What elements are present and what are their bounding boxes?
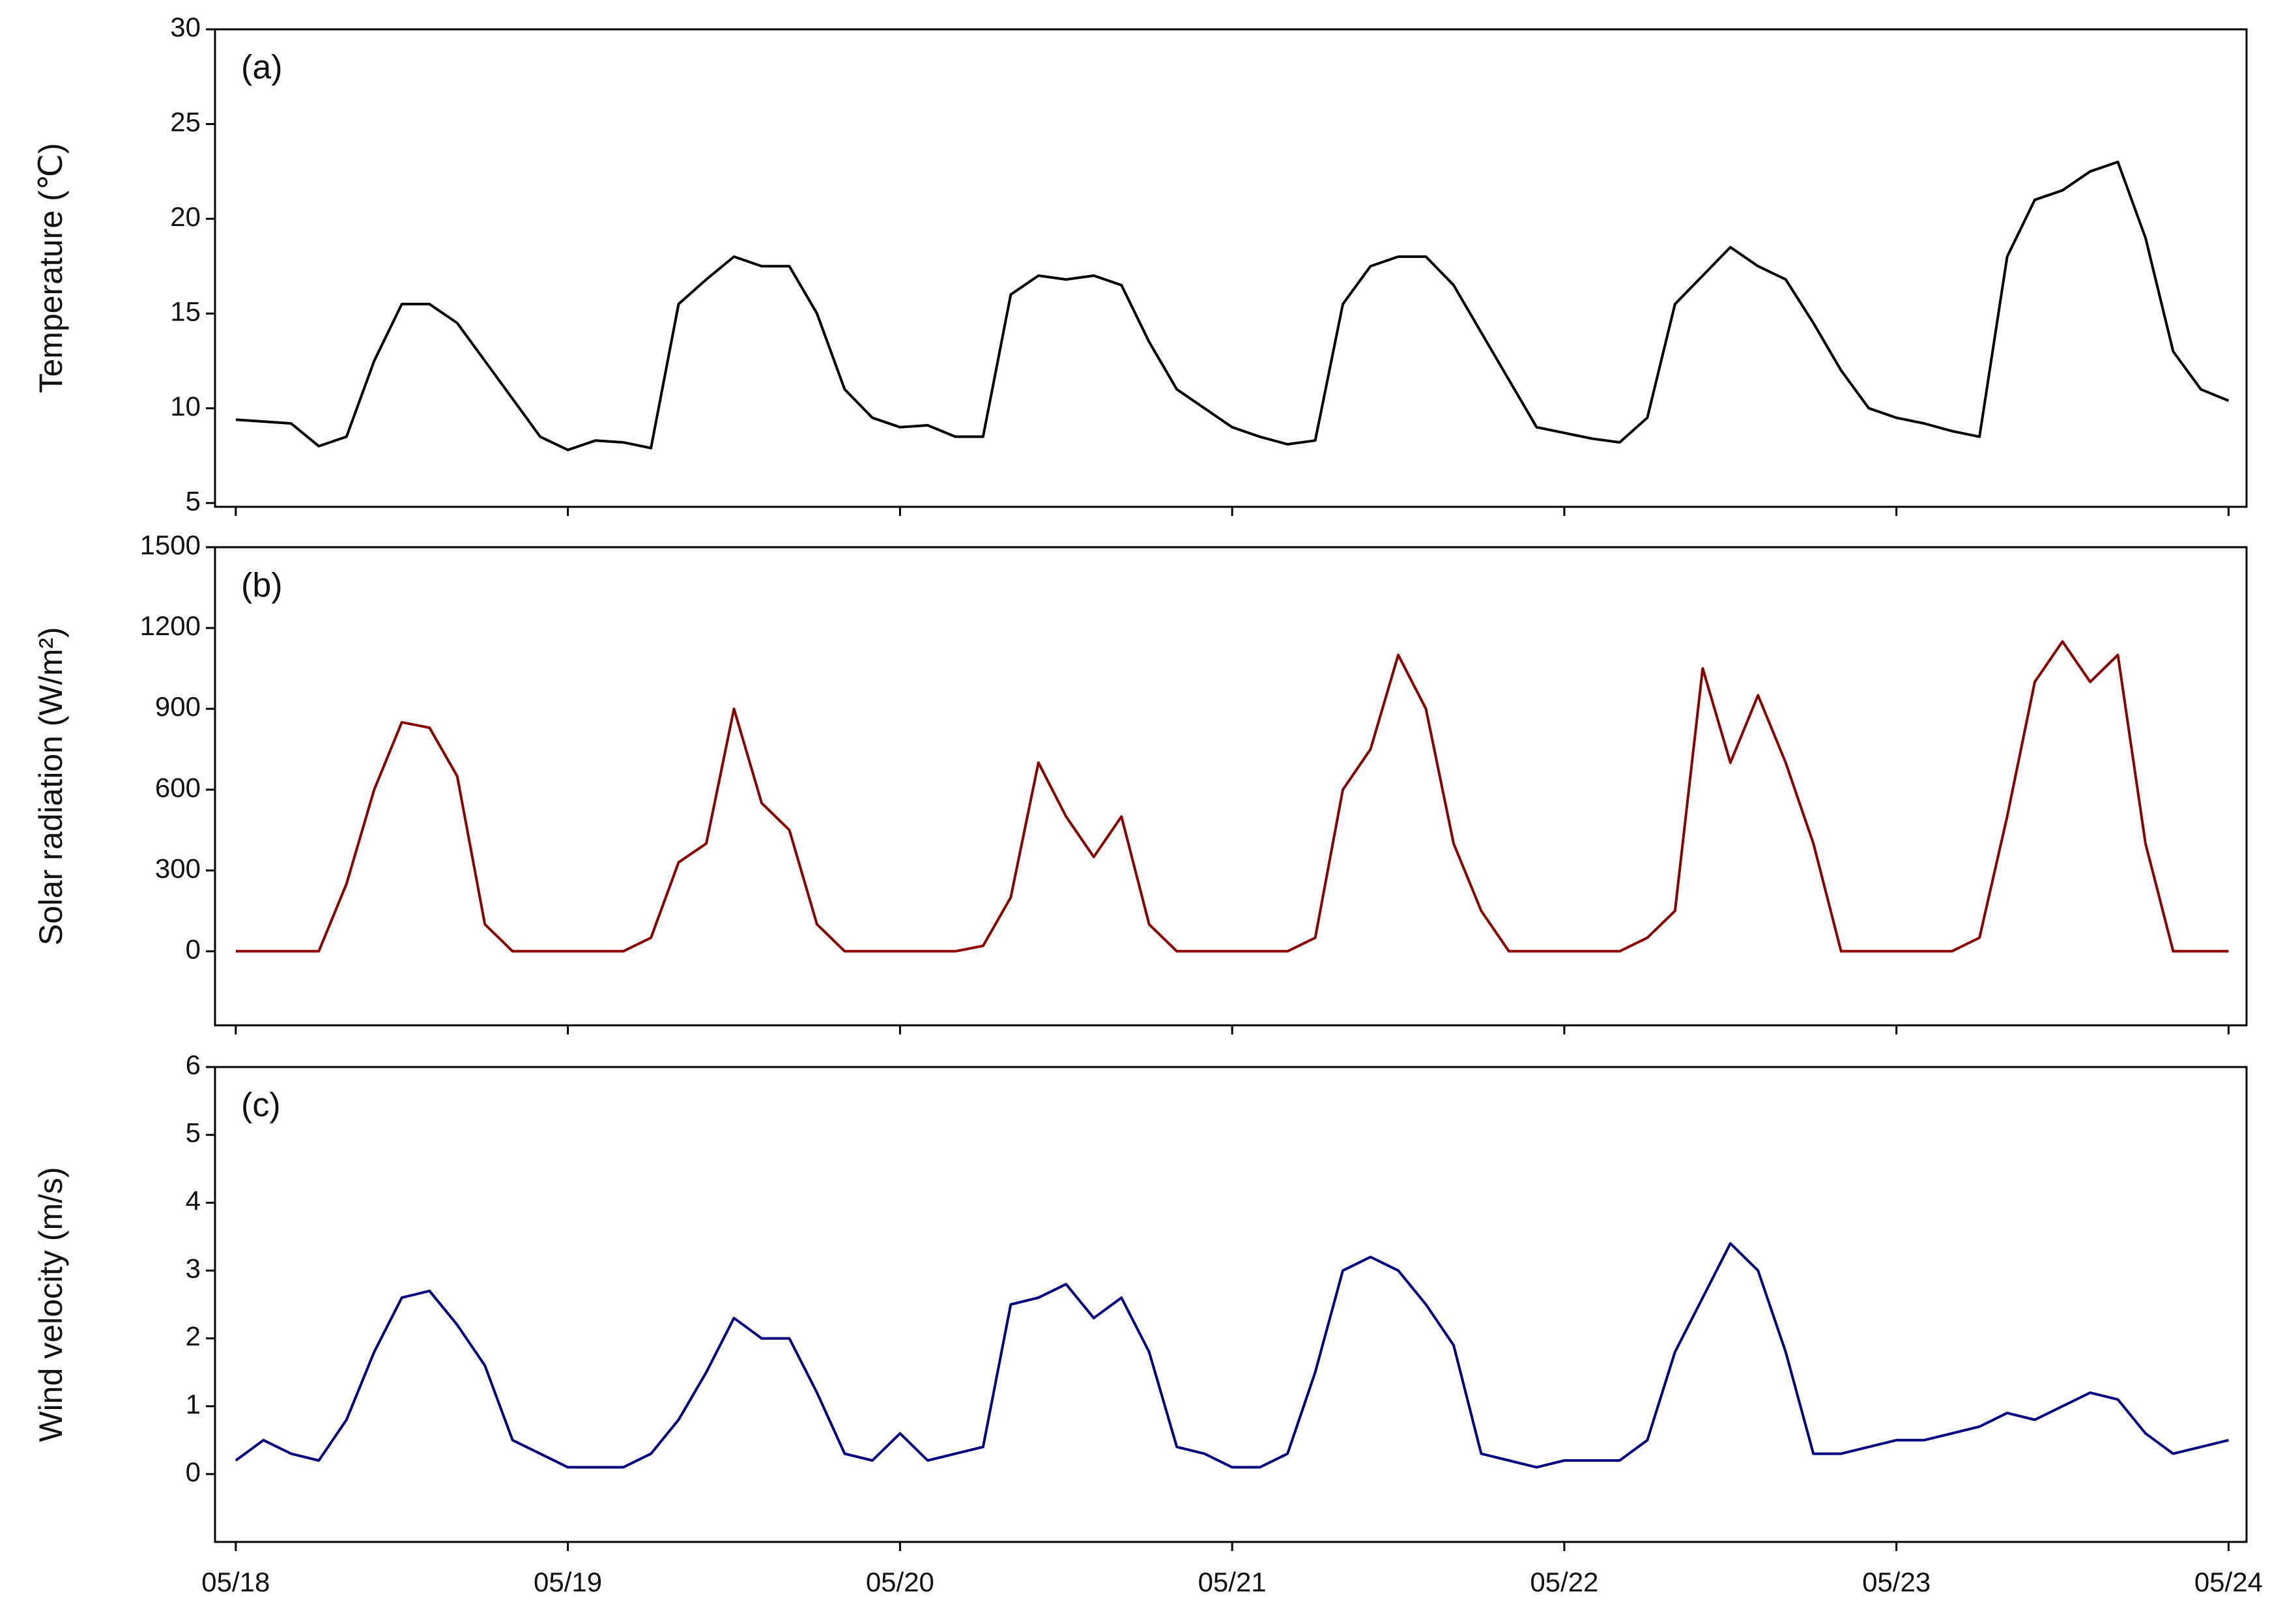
y-axis-title: Wind velocity (m/s) — [33, 1167, 69, 1442]
x-tick-label: 05/20 — [866, 1567, 934, 1597]
y-tick-label: 1500 — [140, 530, 201, 560]
y-tick-label: 5 — [186, 485, 201, 516]
y-tick-label: 30 — [170, 12, 201, 42]
y-tick-label: 1 — [186, 1389, 201, 1419]
y-tick-label: 25 — [170, 107, 201, 137]
plot-frame — [214, 28, 2248, 508]
y-tick-label: 600 — [155, 772, 201, 803]
x-tick-label: 05/23 — [1862, 1567, 1931, 1597]
data-line — [235, 160, 2230, 451]
y-tick-label: 20 — [170, 201, 201, 232]
y-tick-label: 3 — [186, 1253, 201, 1284]
y-tick-label: 4 — [186, 1185, 201, 1216]
y-tick-label: 10 — [170, 391, 201, 421]
y-axis-title: Temperature (℃) — [33, 143, 69, 393]
y-tick-label: 900 — [155, 691, 201, 722]
x-tick-label: 05/19 — [534, 1567, 602, 1597]
y-tick-label: 5 — [186, 1117, 201, 1148]
x-tick-label: 05/21 — [1198, 1567, 1267, 1597]
y-tick-label: 1200 — [140, 610, 201, 641]
data-line — [235, 640, 2229, 953]
y-tick-label: 2 — [186, 1321, 201, 1352]
data-line — [235, 1242, 2229, 1469]
x-tick-label: 05/18 — [201, 1567, 270, 1597]
y-tick-label: 0 — [186, 1457, 201, 1487]
x-tick-label: 05/24 — [2194, 1567, 2263, 1597]
y-tick-label: 15 — [170, 296, 201, 326]
y-axis-title: Solar radiation (W/m²) — [33, 627, 69, 946]
y-tick-label: 300 — [155, 853, 201, 883]
y-tick-label: 0 — [186, 933, 201, 964]
plot-frame — [214, 546, 2248, 1027]
x-tick-label: 05/22 — [1530, 1567, 1598, 1597]
plot-frame — [214, 1066, 2248, 1543]
panel-label: (a) — [241, 49, 283, 87]
y-tick-label: 6 — [186, 1049, 201, 1080]
panel-label: (c) — [241, 1087, 281, 1124]
panel-label: (b) — [241, 567, 283, 605]
